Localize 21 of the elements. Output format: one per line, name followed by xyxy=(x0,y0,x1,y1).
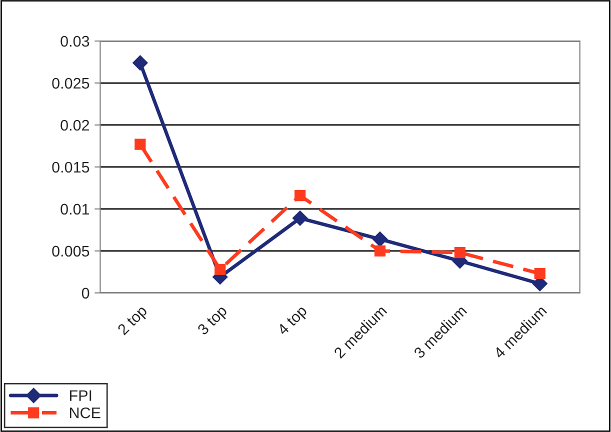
y-tick-label: 0.03 xyxy=(60,36,90,47)
point xyxy=(134,138,146,150)
point xyxy=(292,210,308,226)
y-tick-label: 0.02 xyxy=(60,120,90,131)
y-tick-label: 0.005 xyxy=(52,246,90,257)
y-tick-label: 0.025 xyxy=(52,78,90,89)
y-tick-label: 0.01 xyxy=(60,204,90,215)
y-tick-label: 0 xyxy=(82,288,90,299)
point xyxy=(454,247,466,258)
x-tick-label: 2 top xyxy=(116,304,150,338)
legend-label: FPI xyxy=(70,390,92,401)
point xyxy=(214,264,226,275)
x-tick-label: 3 top xyxy=(196,304,230,338)
legend-label: NCE xyxy=(70,407,100,418)
point xyxy=(294,190,306,202)
point xyxy=(132,55,148,70)
point xyxy=(372,232,388,247)
point xyxy=(534,268,546,280)
point xyxy=(374,245,386,256)
x-tick-label: 4 top xyxy=(276,304,310,338)
y-tick-label: 0.015 xyxy=(52,162,90,173)
